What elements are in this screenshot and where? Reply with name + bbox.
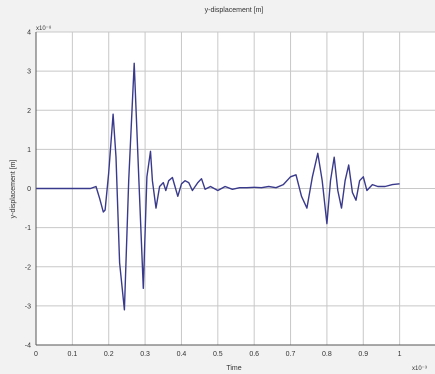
x-axis-exponent: x10⁻³ <box>412 366 427 372</box>
x-tick-label: 0.2 <box>104 351 114 358</box>
x-tick-label: 0.4 <box>177 351 187 358</box>
x-tick-label: 0.3 <box>140 351 150 358</box>
x-tick-label: 0.5 <box>213 351 223 358</box>
x-tick-label: 1 <box>398 351 402 358</box>
y-tick-label: 1 <box>27 147 31 154</box>
x-tick-label: 0.9 <box>358 351 368 358</box>
y-tick-label: 3 <box>27 69 31 76</box>
chart-title: y-displacement [m] <box>205 7 264 14</box>
y-tick-label: -3 <box>25 303 31 310</box>
y-tick-label: -4 <box>25 343 31 350</box>
x-tick-label: 0 <box>34 351 38 358</box>
series-line-1 <box>36 62 400 311</box>
y-axis-exponent: x10⁻⁸ <box>36 25 52 32</box>
tick-labels: 0 0.1 0.2 0.3 0.4 0.5 0.6 0.7 0.8 0.9 1 -4 -3 -2 -1 0 1 2… <box>25 30 402 359</box>
y-tick-label: -1 <box>25 225 31 232</box>
x-tick-label: 0.6 <box>249 351 259 358</box>
y-tick-label: 2 <box>27 108 31 115</box>
x-tick-label: 0.8 <box>322 351 332 358</box>
x-tick-label: 0.1 <box>67 351 77 358</box>
y-tick-label: 0 <box>27 186 31 193</box>
y-axis-label: y-displacement [m] <box>10 160 17 219</box>
y-tick-label: 4 <box>27 30 31 37</box>
series-layer <box>36 62 400 311</box>
x-axis-label: Time <box>226 365 241 372</box>
x-tick-label: 0.7 <box>286 351 296 358</box>
y-tick-label: -2 <box>25 264 31 271</box>
